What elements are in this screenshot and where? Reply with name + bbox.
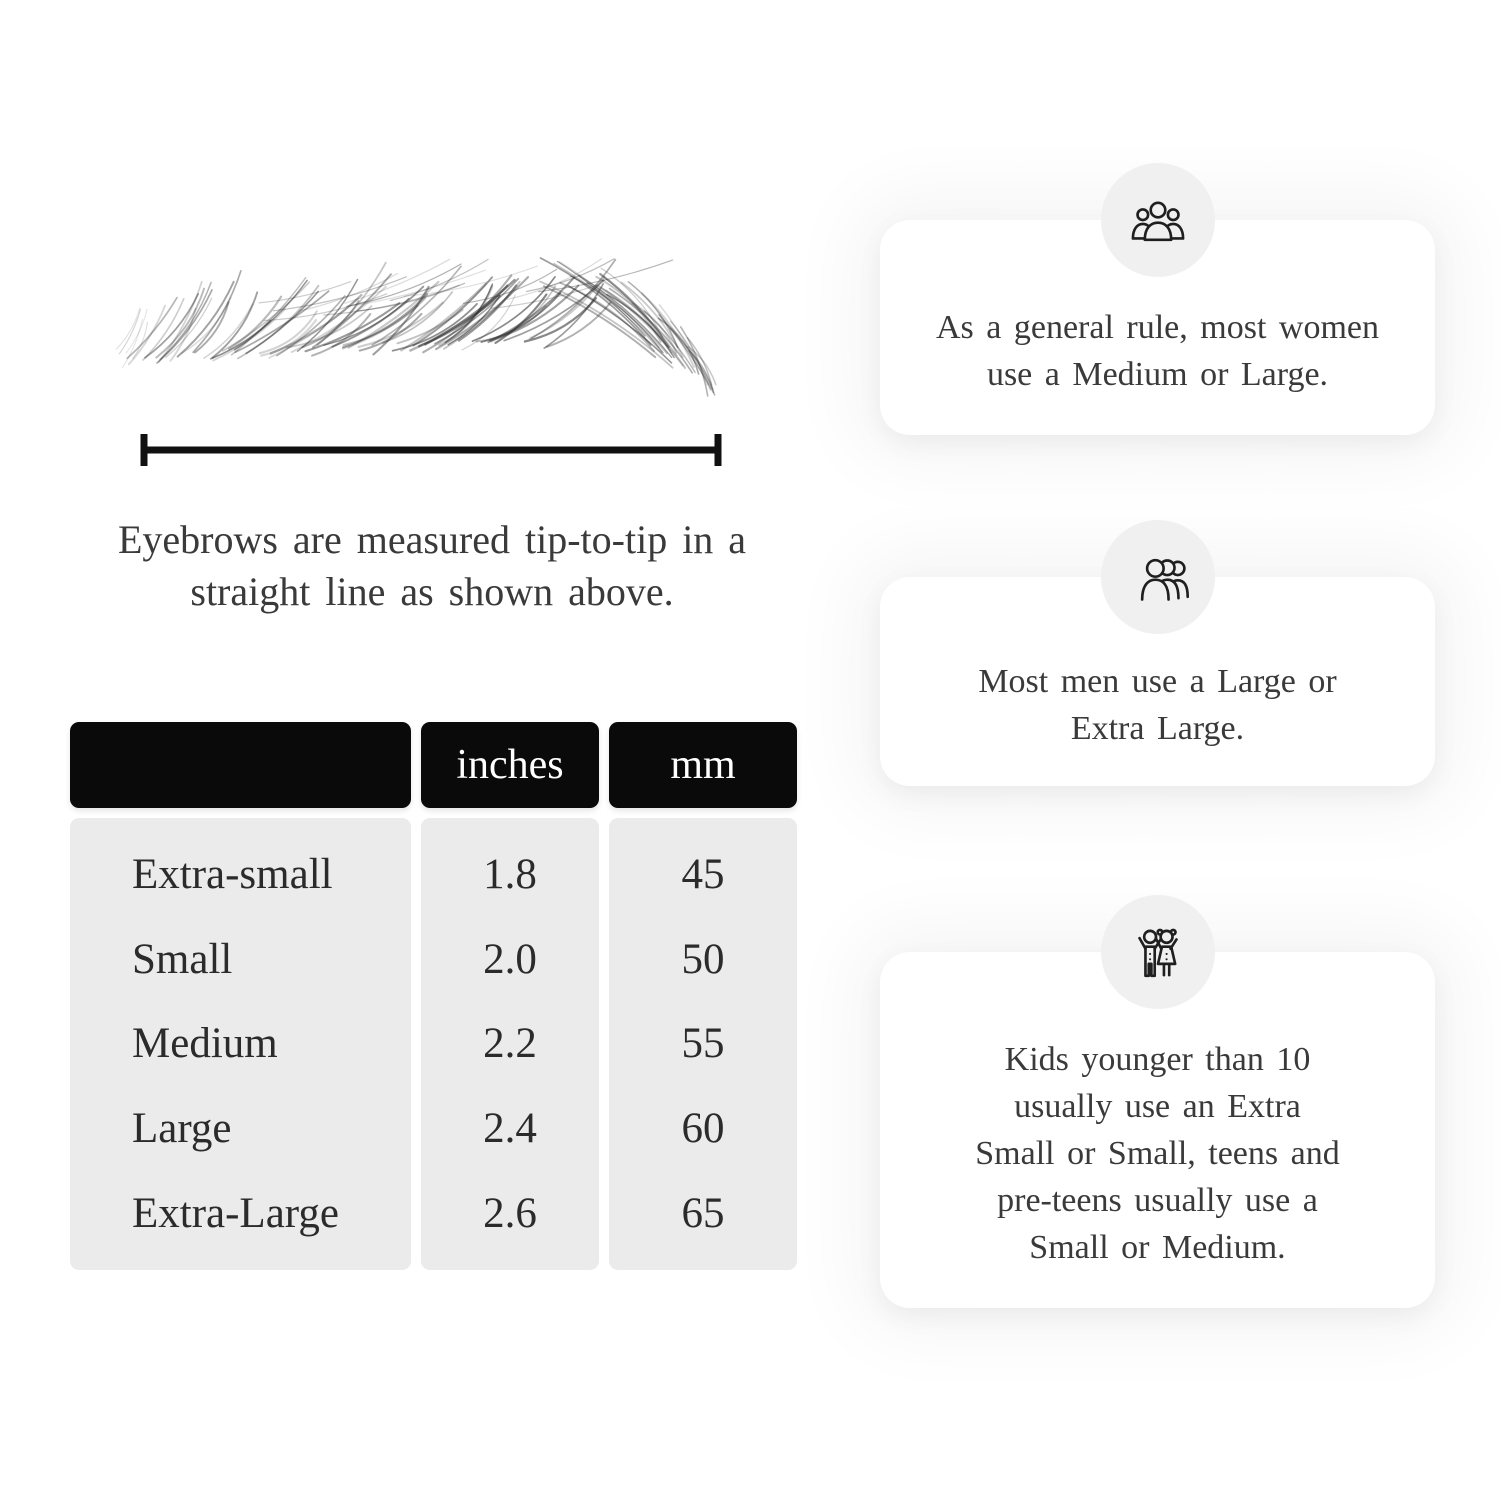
size-label: Medium [132,1020,278,1068]
measurement-caption: Eyebrows are measured tip-to-tip in a st… [117,517,747,614]
size-label: Extra-small [132,850,333,898]
inches-value: 2.2 [483,1020,537,1068]
size-table-body: Extra-small Small Medium Large Extra-Lar… [70,818,797,1270]
mm-value: 45 [681,850,725,898]
inches-column: 1.8 2.0 2.2 2.4 2.6 [421,818,599,1270]
men-card-text: Most men use a Large or Extra Large. [978,662,1337,747]
kids-info-card: Kids younger than 10 usually use an Extr… [880,895,1435,1308]
mm-value: 60 [681,1105,725,1153]
men-group-icon [1140,558,1189,601]
mm-value: 50 [681,935,725,983]
header-inches-cell: inches [421,722,599,808]
inches-value: 2.6 [483,1190,537,1238]
mm-column: 45 50 55 60 65 [609,818,797,1270]
mm-value: 65 [681,1190,725,1238]
inches-value: 1.8 [483,850,537,898]
size-label: Large [132,1105,232,1153]
kids-icon-badge [1100,895,1215,1009]
women-group-icon [1131,201,1184,242]
men-icon-badge [1100,520,1215,634]
women-icon-badge [1100,163,1215,277]
women-info-card: As a general rule, most women use a Medi… [880,163,1435,435]
size-label: Small [132,935,233,983]
header-size-cell [70,722,411,808]
women-card-text: As a general rule, most women use a Medi… [936,308,1379,393]
size-table-header: inches mm [70,722,797,808]
size-table: inches mm Extra-small Small Medium Large… [70,722,797,1270]
mm-value: 55 [681,1020,725,1068]
header-mm-cell: mm [609,722,797,808]
measurement-line [140,434,722,466]
inches-value: 2.4 [483,1105,537,1153]
inches-value: 2.0 [483,935,537,983]
kids-card-text: Kids younger than 10 usually use an Extr… [975,1040,1340,1266]
size-name-column: Extra-small Small Medium Large Extra-Lar… [70,818,411,1270]
men-info-card: Most men use a Large or Extra Large. [880,520,1435,786]
eyebrow-illustration [115,257,717,397]
size-label: Extra-Large [132,1190,339,1238]
kids-icon [1137,928,1178,978]
